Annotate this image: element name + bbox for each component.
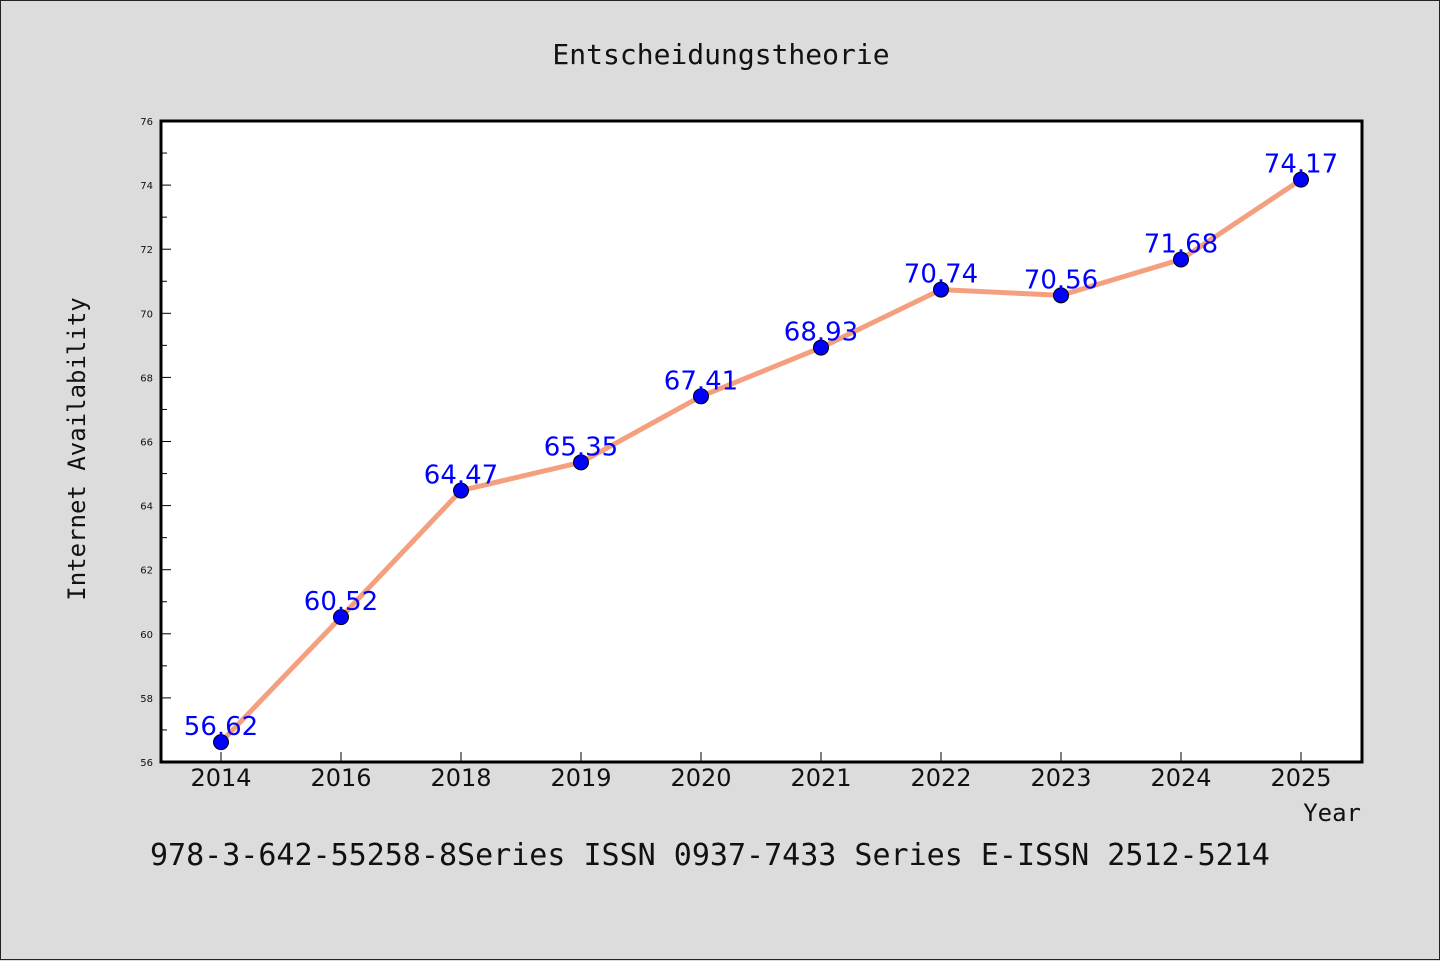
y-tick-label: 74 bbox=[140, 181, 153, 192]
plot-area bbox=[159, 119, 1364, 764]
y-tick-label: 56 bbox=[140, 758, 153, 769]
y-tick-label: 68 bbox=[140, 373, 153, 384]
data-label: 64.47 bbox=[424, 461, 498, 491]
y-tick-label: 64 bbox=[140, 502, 153, 513]
y-axis-label: Internet Availability bbox=[63, 297, 91, 600]
data-point bbox=[573, 454, 589, 471]
x-tick-label: 2016 bbox=[310, 764, 371, 792]
data-label: 74.17 bbox=[1264, 150, 1338, 180]
y-axis: 56 58 60 62 64 66 68 70 72 74 76 bbox=[140, 117, 171, 769]
data-point bbox=[1053, 287, 1069, 304]
y-tick-label: 76 bbox=[140, 117, 153, 128]
footer-text: 978-3-642-55258-8Series ISSN 0937-7433 S… bbox=[150, 838, 1270, 873]
data-point bbox=[1293, 171, 1309, 188]
data-point bbox=[813, 339, 829, 356]
data-label: 67.41 bbox=[664, 366, 738, 396]
data-label: 68.93 bbox=[784, 318, 858, 348]
y-tick-label: 60 bbox=[140, 630, 153, 641]
y-tick-label: 62 bbox=[140, 566, 153, 577]
x-tick-label: 2021 bbox=[790, 764, 851, 792]
data-label: 71.68 bbox=[1144, 229, 1218, 259]
data-point bbox=[933, 281, 949, 298]
x-tick-label: 2025 bbox=[1270, 764, 1331, 792]
x-axis: 2014 2016 2018 2019 2020 2021 2022 2023 2024 2025 bbox=[190, 752, 1332, 792]
data-point bbox=[453, 482, 469, 499]
y-tick-label: 72 bbox=[140, 245, 153, 256]
data-label: 65.35 bbox=[544, 432, 618, 462]
data-label: 56.62 bbox=[184, 712, 258, 742]
y-tick-label: 58 bbox=[140, 694, 153, 705]
data-label: 70.56 bbox=[1024, 265, 1098, 295]
data-point bbox=[1173, 251, 1189, 268]
x-axis-label: Year bbox=[1303, 799, 1361, 827]
chart-title: Entscheidungstheorie bbox=[552, 38, 889, 71]
data-label: 70.74 bbox=[904, 260, 978, 290]
data-point bbox=[213, 734, 229, 751]
x-tick-label: 2019 bbox=[550, 764, 611, 792]
x-tick-label: 2020 bbox=[670, 764, 731, 792]
series: 56.62 60.52 64.47 65.35 67.41 68.93 70.74 70.56… bbox=[184, 150, 1338, 751]
data-point bbox=[333, 609, 349, 626]
x-tick-label: 2014 bbox=[190, 764, 251, 792]
y-tick-label: 66 bbox=[140, 438, 153, 449]
series-line bbox=[219, 177, 1303, 744]
x-tick-label: 2022 bbox=[910, 764, 971, 792]
x-tick-label: 2018 bbox=[430, 764, 491, 792]
x-tick-label: 2023 bbox=[1030, 764, 1091, 792]
y-tick-label: 70 bbox=[140, 309, 153, 320]
data-point bbox=[693, 388, 709, 405]
x-tick-label: 2024 bbox=[1150, 764, 1211, 792]
data-label: 60.52 bbox=[304, 587, 378, 617]
